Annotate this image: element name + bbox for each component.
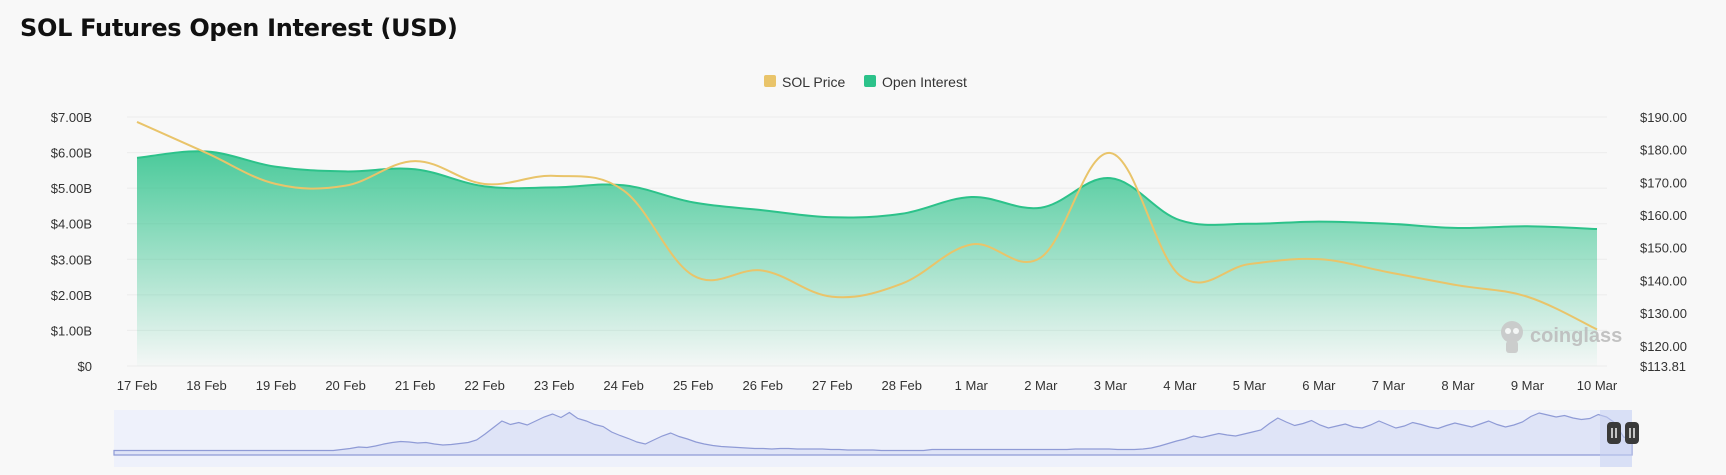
right-axis: $113.81 $120.00 $130.00 $140.00 $150.00 $160.… bbox=[1640, 110, 1687, 374]
right-tick-label: $120.00 bbox=[1640, 339, 1687, 354]
navigator[interactable] bbox=[113, 410, 1639, 467]
legend: SOL Price Open Interest bbox=[764, 74, 967, 90]
x-tick-label: 20 Feb bbox=[325, 378, 365, 393]
right-tick-label: $150.00 bbox=[1640, 241, 1687, 256]
x-axis: 17 Feb 18 Feb 19 Feb 20 Feb 21 Feb 22 Feb 23 F… bbox=[117, 378, 1618, 393]
right-tick-label: $160.00 bbox=[1640, 208, 1687, 223]
right-tick-label: $180.00 bbox=[1640, 143, 1687, 158]
left-tick-label: $2.00B bbox=[51, 288, 92, 303]
watermark-text: coinglass bbox=[1530, 325, 1622, 347]
left-tick-label: $7.00B bbox=[51, 110, 92, 125]
x-tick-label: 23 Feb bbox=[534, 378, 574, 393]
x-tick-label: 19 Feb bbox=[256, 378, 296, 393]
left-tick-label: $0 bbox=[78, 359, 92, 374]
x-tick-label: 27 Feb bbox=[812, 378, 852, 393]
right-tick-label: $113.81 bbox=[1640, 359, 1686, 374]
legend-item-sol-price[interactable]: SOL Price bbox=[764, 74, 845, 90]
left-tick-label: $3.00B bbox=[51, 252, 92, 267]
legend-swatch-sol-price bbox=[764, 75, 776, 87]
legend-swatch-open-interest bbox=[864, 75, 876, 87]
left-tick-label: $5.00B bbox=[51, 181, 92, 196]
right-tick-label: $140.00 bbox=[1640, 273, 1687, 288]
navigator-area bbox=[113, 411, 1633, 456]
x-tick-label: 8 Mar bbox=[1441, 378, 1475, 393]
coinglass-logo-icon bbox=[1501, 321, 1523, 353]
left-tick-label: $1.00B bbox=[51, 323, 92, 338]
coinglass-watermark: coinglass bbox=[1501, 321, 1622, 353]
x-tick-label: 22 Feb bbox=[464, 378, 504, 393]
sol-price-line bbox=[136, 120, 1598, 331]
x-tick-label: 24 Feb bbox=[603, 378, 643, 393]
left-tick-label: $6.00B bbox=[51, 146, 92, 161]
x-tick-label: 10 Mar bbox=[1577, 378, 1618, 393]
left-axis: $0 $1.00B $2.00B $3.00B $4.00B $5.00B $6.00B $7… bbox=[51, 110, 92, 374]
left-tick-label: $4.00B bbox=[51, 217, 92, 232]
chart-title: SOL Futures Open Interest (USD) bbox=[20, 14, 458, 42]
right-tick-label: $190.00 bbox=[1640, 110, 1687, 125]
x-tick-label: 18 Feb bbox=[186, 378, 226, 393]
legend-label-sol-price: SOL Price bbox=[782, 74, 845, 90]
open-interest-area bbox=[137, 151, 1597, 366]
x-tick-label: 17 Feb bbox=[117, 378, 157, 393]
x-tick-label: 21 Feb bbox=[395, 378, 435, 393]
navigator-handle-right[interactable] bbox=[1625, 422, 1639, 444]
x-tick-label: 3 Mar bbox=[1094, 378, 1128, 393]
x-tick-label: 28 Feb bbox=[882, 378, 922, 393]
x-tick-label: 2 Mar bbox=[1024, 378, 1058, 393]
legend-item-open-interest[interactable]: Open Interest bbox=[864, 74, 967, 90]
right-tick-label: $130.00 bbox=[1640, 306, 1687, 321]
navigator-handle-left[interactable] bbox=[1607, 422, 1621, 444]
open-interest-line bbox=[136, 150, 1598, 231]
right-tick-label: $170.00 bbox=[1640, 175, 1687, 190]
x-tick-label: 4 Mar bbox=[1163, 378, 1197, 393]
x-tick-label: 9 Mar bbox=[1511, 378, 1545, 393]
x-tick-label: 26 Feb bbox=[742, 378, 782, 393]
x-tick-label: 25 Feb bbox=[673, 378, 713, 393]
x-tick-label: 6 Mar bbox=[1302, 378, 1336, 393]
legend-label-open-interest: Open Interest bbox=[882, 74, 967, 90]
x-tick-label: 7 Mar bbox=[1372, 378, 1406, 393]
x-tick-label: 1 Mar bbox=[955, 378, 989, 393]
x-tick-label: 5 Mar bbox=[1233, 378, 1267, 393]
